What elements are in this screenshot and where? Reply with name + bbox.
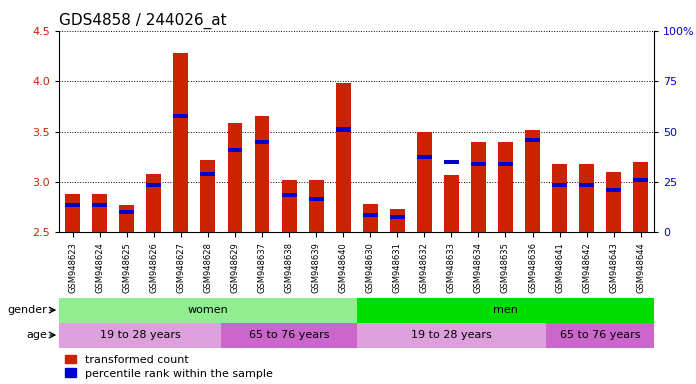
Bar: [119, 210, 134, 214]
Bar: [228, 147, 242, 152]
Bar: [471, 142, 486, 232]
Text: age: age: [26, 330, 47, 340]
Bar: [65, 194, 80, 232]
Bar: [552, 183, 567, 187]
Bar: [335, 83, 351, 232]
Bar: [471, 162, 486, 166]
Bar: [173, 53, 189, 232]
Bar: [200, 172, 215, 176]
Legend: transformed count, percentile rank within the sample: transformed count, percentile rank withi…: [65, 355, 273, 379]
Bar: [173, 114, 189, 118]
Bar: [119, 205, 134, 232]
Bar: [363, 213, 378, 217]
Bar: [417, 155, 432, 159]
Text: 65 to 76 years: 65 to 76 years: [249, 330, 329, 340]
Bar: [444, 160, 459, 164]
Bar: [335, 127, 351, 131]
Bar: [390, 215, 404, 219]
Bar: [228, 123, 242, 232]
Bar: [417, 131, 432, 232]
Bar: [200, 160, 215, 232]
Bar: [606, 172, 621, 232]
Bar: [579, 164, 594, 232]
Bar: [552, 164, 567, 232]
Bar: [444, 175, 459, 232]
Bar: [357, 323, 546, 348]
Bar: [59, 323, 221, 348]
Text: gender: gender: [8, 305, 47, 315]
Bar: [93, 203, 107, 207]
Text: women: women: [187, 305, 228, 315]
Text: 65 to 76 years: 65 to 76 years: [560, 330, 640, 340]
Bar: [606, 188, 621, 192]
Bar: [363, 204, 378, 232]
Text: GDS4858 / 244026_at: GDS4858 / 244026_at: [59, 13, 227, 29]
Bar: [65, 203, 80, 207]
Bar: [633, 178, 648, 182]
Bar: [390, 209, 404, 232]
Bar: [498, 142, 513, 232]
Bar: [255, 140, 269, 144]
Bar: [282, 193, 296, 197]
Bar: [309, 180, 324, 232]
Bar: [498, 162, 513, 166]
Bar: [525, 129, 540, 232]
Bar: [146, 174, 161, 232]
Bar: [59, 298, 357, 323]
Bar: [579, 183, 594, 187]
Bar: [282, 180, 296, 232]
Bar: [221, 323, 357, 348]
Bar: [93, 194, 107, 232]
Text: 19 to 28 years: 19 to 28 years: [411, 330, 492, 340]
Bar: [146, 183, 161, 187]
Bar: [633, 162, 648, 232]
Bar: [357, 298, 654, 323]
Bar: [525, 137, 540, 142]
Text: 19 to 28 years: 19 to 28 years: [100, 330, 181, 340]
Bar: [309, 197, 324, 201]
Text: men: men: [493, 305, 518, 315]
Bar: [255, 116, 269, 232]
Bar: [546, 323, 654, 348]
